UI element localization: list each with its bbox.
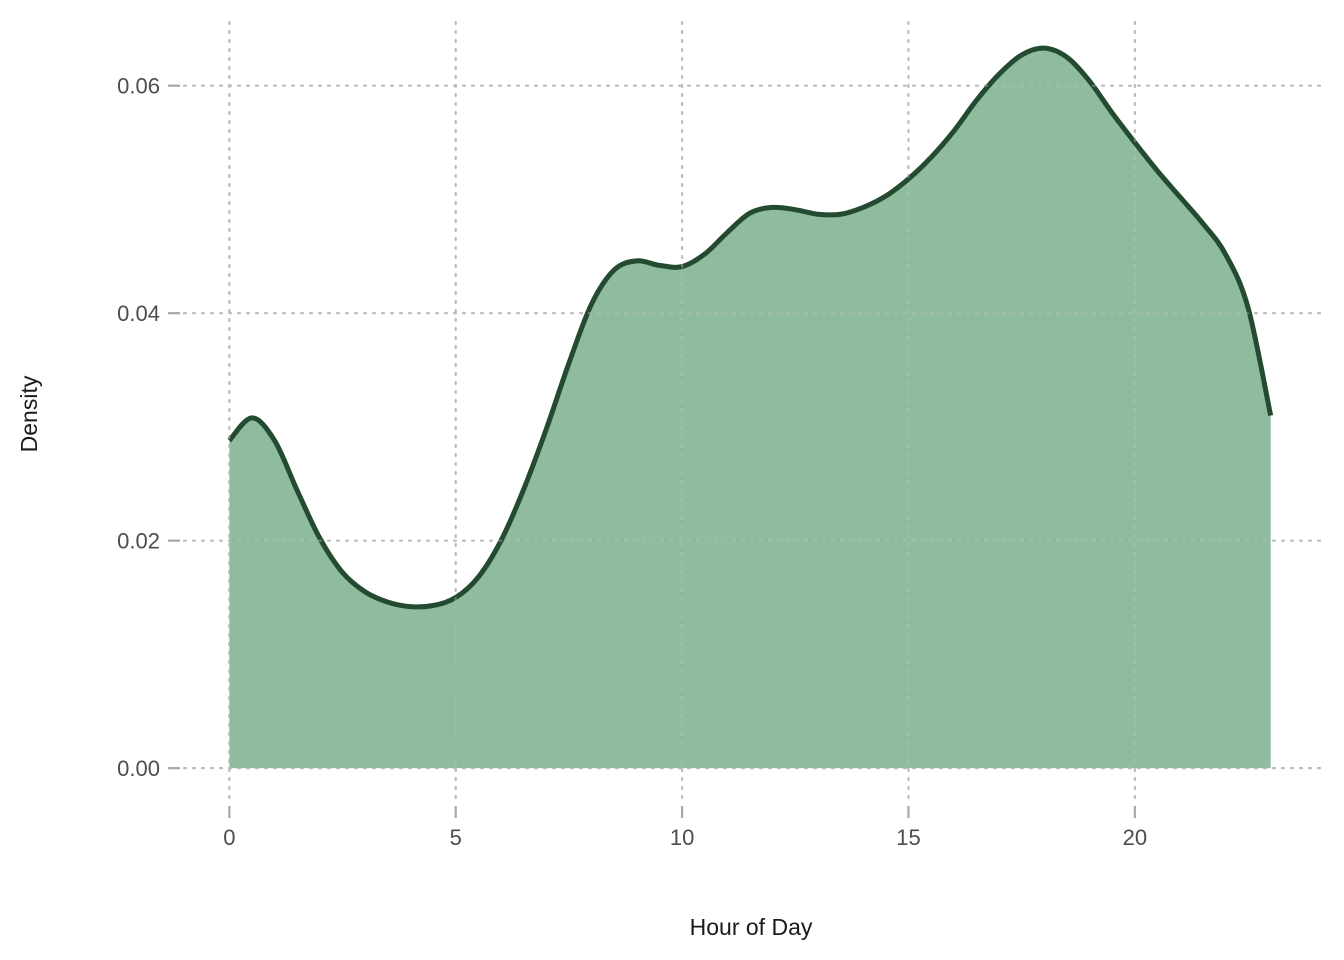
x-tick-label: 20: [1123, 825, 1147, 850]
x-tick-label: 5: [450, 825, 462, 850]
x-tick-label: 10: [670, 825, 694, 850]
y-tick-label: 0.00: [117, 756, 160, 781]
y-axis-title: Density: [16, 375, 42, 452]
x-axis-title: Hour of Day: [690, 914, 813, 940]
y-tick-label: 0.06: [117, 74, 160, 99]
x-tick-label: 0: [223, 825, 235, 850]
density-fill: [229, 48, 1271, 769]
density-area: [173, 20, 1327, 802]
y-tick-label: 0.04: [117, 301, 160, 326]
axis-ticks: [168, 84, 1136, 818]
x-tick-label: 15: [896, 825, 920, 850]
tick-labels: 0.00 0.02 0.04 0.06 0 5 10 15 20: [117, 74, 1147, 850]
y-tick-label: 0.02: [117, 529, 160, 554]
density-line: [227, 45, 1274, 610]
